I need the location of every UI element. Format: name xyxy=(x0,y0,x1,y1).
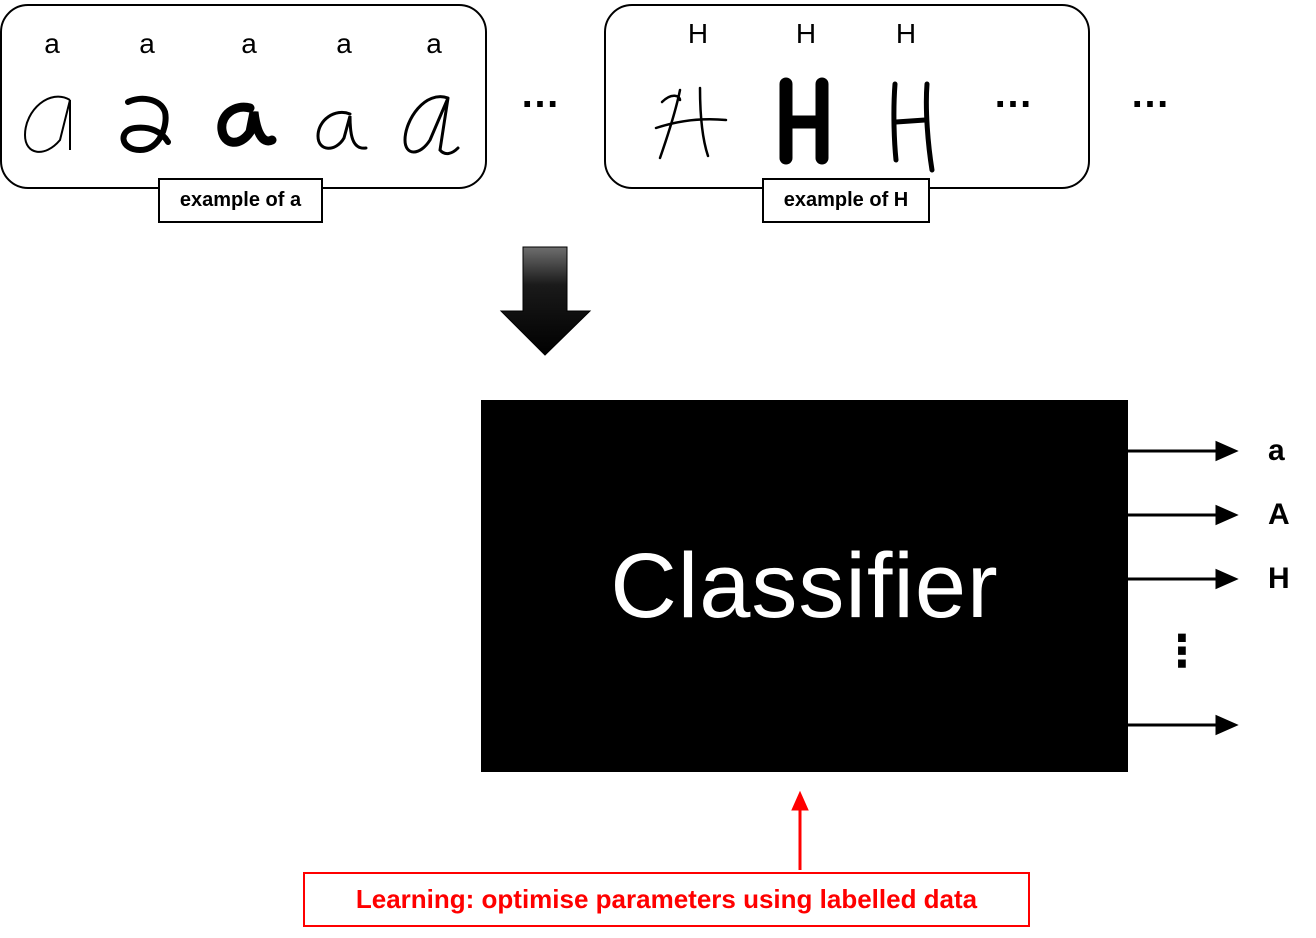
output-label-a: a xyxy=(1268,434,1285,467)
down-arrow-icon xyxy=(499,246,592,356)
handwritten-h-1 xyxy=(654,86,728,160)
handwritten-a-4 xyxy=(316,111,368,150)
output-arrows xyxy=(1128,440,1239,736)
output-label-H: H xyxy=(1268,562,1290,595)
learning-caption: Learning: optimise parameters using labe… xyxy=(303,872,1030,927)
label-h-2: H xyxy=(795,18,817,49)
handwritten-h-3 xyxy=(891,81,935,173)
caption-example-h: example of H xyxy=(762,178,930,223)
ellipsis-2: … xyxy=(993,72,1035,116)
examples-a-group xyxy=(0,4,487,189)
vertical-ellipsis: ⋮ xyxy=(1160,627,1204,676)
output-arrowhead-4 xyxy=(1215,714,1239,736)
label-a-5: a xyxy=(426,28,442,59)
label-a-2: a xyxy=(139,28,155,59)
label-h-1: H xyxy=(687,18,709,49)
classifier-label: Classifier xyxy=(610,534,999,637)
up-arrowhead-icon xyxy=(791,790,809,811)
ellipsis-3: … xyxy=(1130,72,1172,116)
handwritten-a-5 xyxy=(403,95,460,156)
ellipsis-1: … xyxy=(520,72,562,116)
handwritten-h-2 xyxy=(779,77,829,165)
caption-example-a: example of a xyxy=(158,178,323,223)
handwritten-a-2 xyxy=(120,95,171,154)
output-arrowhead-1 xyxy=(1215,440,1239,462)
label-a-3: a xyxy=(241,28,257,59)
handwritten-a-3 xyxy=(217,102,277,147)
label-a-4: a xyxy=(336,28,352,59)
learning-arrow xyxy=(791,790,809,870)
output-arrowhead-2 xyxy=(1215,504,1239,526)
handwritten-a-1 xyxy=(23,95,71,153)
label-a-1: a xyxy=(44,28,60,59)
classifier-box: Classifier xyxy=(481,400,1128,772)
label-h-3: H xyxy=(895,18,917,49)
output-label-A: A xyxy=(1268,498,1290,531)
output-arrowhead-3 xyxy=(1215,568,1239,590)
